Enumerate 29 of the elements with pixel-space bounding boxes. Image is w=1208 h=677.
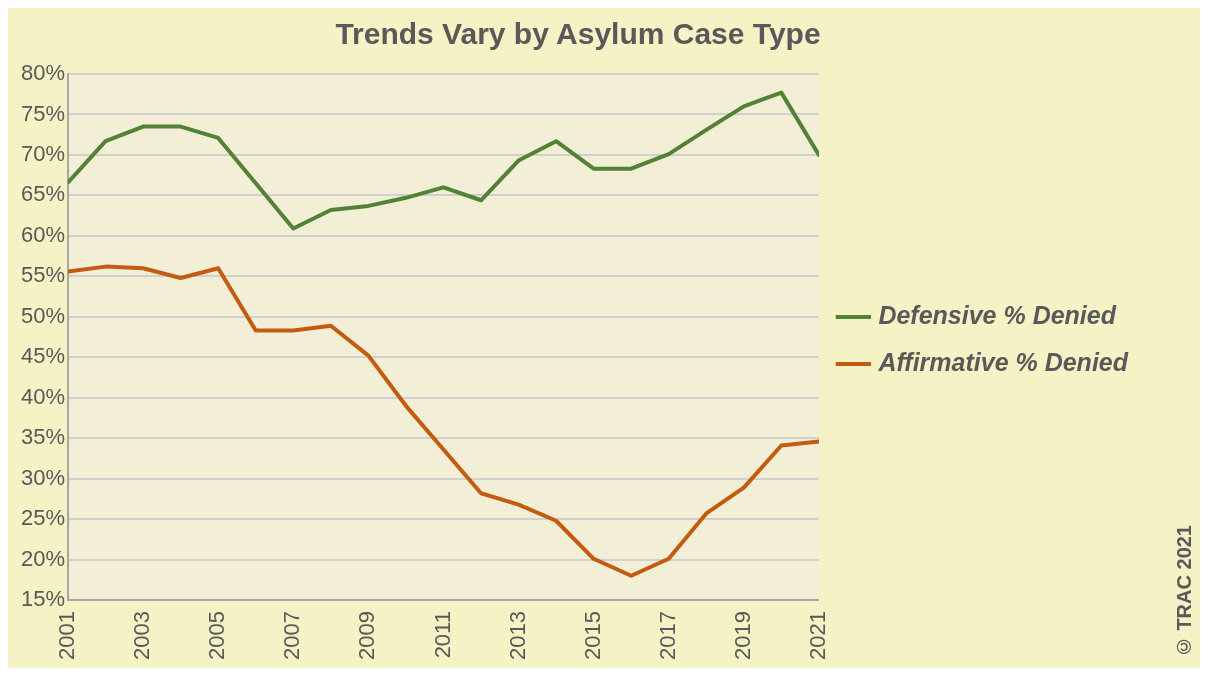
x-tick-label: 2011 [429, 611, 455, 659]
x-tick-label: 2013 [504, 611, 530, 661]
y-tick-label: 25% [20, 505, 66, 531]
y-tick-label: 65% [20, 181, 66, 207]
legend-label: Defensive % Denied [878, 300, 1117, 329]
y-tick-label: 55% [20, 262, 66, 288]
x-tick-label: 2001 [54, 611, 80, 661]
y-tick-label: 80% [20, 60, 66, 86]
x-tick-label: 2021 [804, 611, 830, 661]
x-tick-label: 2007 [279, 611, 305, 661]
y-tick-label: 40% [20, 383, 66, 409]
x-tick-label: 2009 [354, 611, 380, 661]
y-tick-label: 45% [20, 343, 66, 369]
x-tick-label: 2003 [129, 611, 155, 661]
y-tick-label: 35% [20, 424, 66, 450]
y-tick-label: 50% [20, 302, 66, 328]
legend-label: Affirmative % Denied [877, 347, 1129, 376]
x-tick-label: 2005 [204, 611, 230, 661]
x-tick-label: 2015 [579, 611, 605, 661]
chart-title: Trends Vary by Asylum Case Type [335, 17, 821, 51]
y-tick-label: 60% [20, 221, 66, 247]
y-tick-label: 75% [20, 100, 66, 126]
x-tick-label: 2019 [729, 611, 755, 661]
y-tick-label: 70% [20, 140, 66, 166]
text: © TRAC 2021 [1173, 524, 1196, 658]
y-tick-label: 30% [20, 464, 66, 490]
x-tick-label: 2017 [654, 611, 680, 661]
y-tick-label: 15% [20, 586, 66, 612]
y-tick-label: 20% [20, 545, 66, 571]
